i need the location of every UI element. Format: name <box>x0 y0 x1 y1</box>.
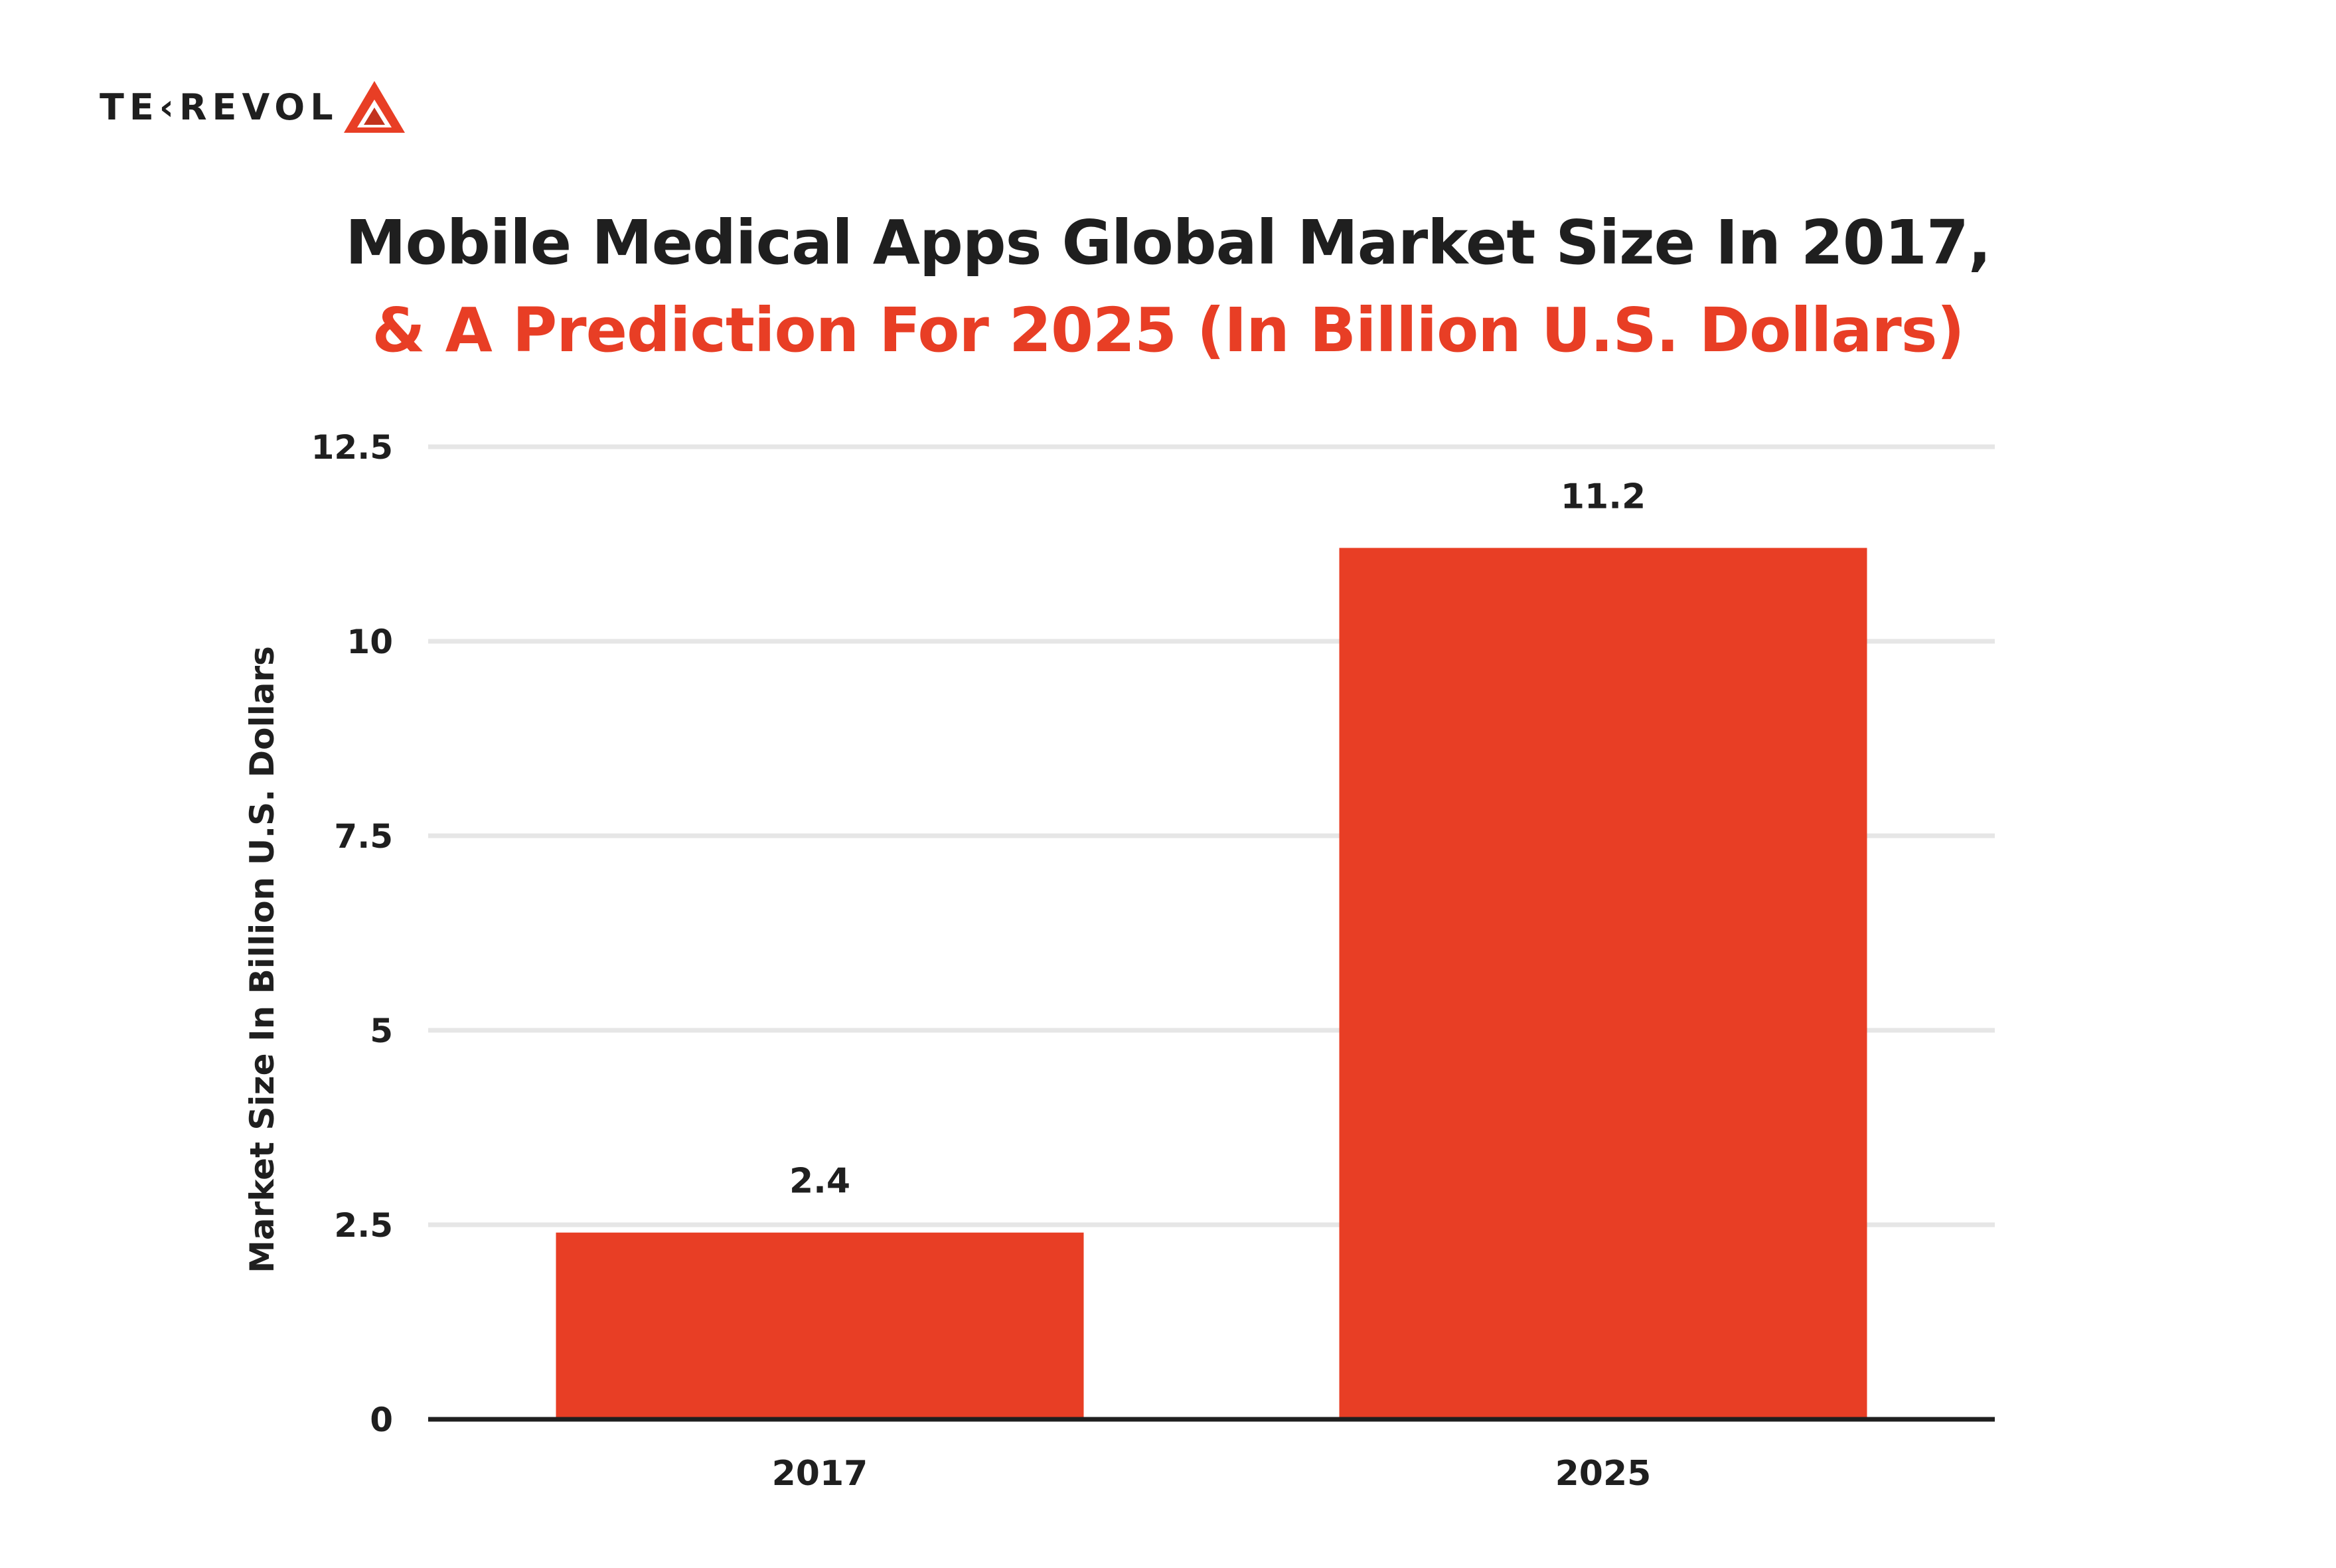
labels: 0 2.5 5 7.5 10 12.5 2.4 2017 11.2 2025 Market Size… <box>243 428 1651 1494</box>
triangle-logo-icon <box>343 81 405 133</box>
bar <box>556 1232 1084 1419</box>
y-tick-label: 0 <box>370 1401 393 1439</box>
chart-title: Mobile Medical Apps Global Market Size I… <box>0 199 2336 374</box>
bars <box>556 548 1867 1419</box>
y-tick-label: 12.5 <box>311 428 393 467</box>
brand-logo: TE‹REVOL <box>100 80 406 134</box>
chart-title-line1: Mobile Medical Apps Global Market Size I… <box>345 207 1991 278</box>
y-axis-title: Market Size In Billion U.S. Dollars <box>243 646 281 1273</box>
data-label: 11.2 <box>1561 477 1646 516</box>
bar <box>1339 548 1867 1419</box>
data-label: 2.4 <box>789 1162 850 1202</box>
y-tick-label: 2.5 <box>334 1206 393 1245</box>
y-tick-label: 5 <box>370 1012 393 1050</box>
y-tick-label: 7.5 <box>334 817 393 856</box>
x-tick-label: 2017 <box>772 1454 868 1494</box>
chart-title-line2: & A Prediction For 2025 (In Billion U.S.… <box>372 295 1964 366</box>
x-tick-label: 2025 <box>1555 1454 1652 1494</box>
y-tick-label: 10 <box>347 623 393 661</box>
logo-wordmark: TE‹REVOL <box>100 86 339 128</box>
